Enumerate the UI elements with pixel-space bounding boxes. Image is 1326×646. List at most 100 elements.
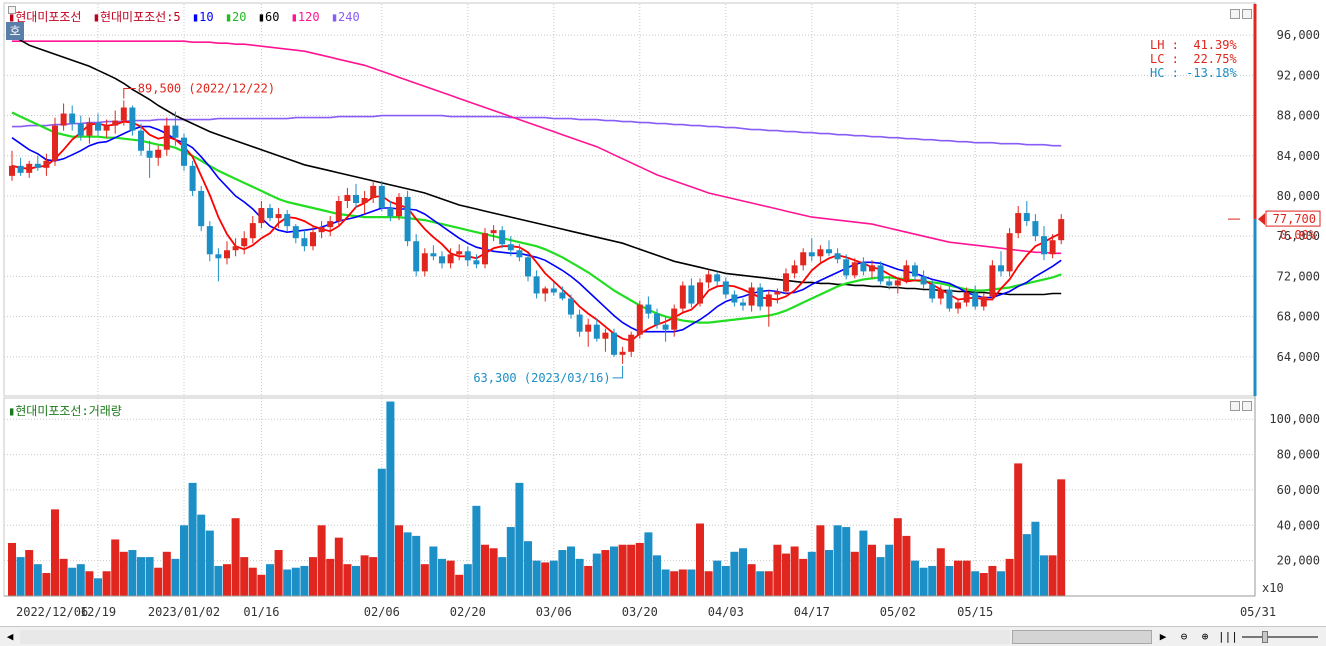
volume-bar (128, 550, 137, 596)
candle-body (722, 281, 729, 295)
candle-body (120, 107, 127, 121)
price-panel-minimize-button[interactable] (1230, 9, 1240, 19)
candle-body (705, 274, 712, 283)
candle (112, 110, 119, 134)
candle-body (421, 253, 428, 272)
candle (301, 230, 308, 252)
volume-bar (911, 560, 919, 596)
price-tick-label: 64,000 (1277, 350, 1320, 364)
ma60-legend[interactable]: ▮60 (257, 10, 280, 24)
date-tick-label: 05/31 (1240, 605, 1276, 619)
chart-scrollbar[interactable]: ◀ ▶ ⊖ ⊕ ||| (0, 626, 1326, 646)
ma20-legend[interactable]: ▮20 (224, 10, 247, 24)
candle-body (430, 253, 437, 257)
volume-bar (885, 544, 894, 596)
price-tick-label: 96,000 (1277, 28, 1320, 42)
volume-bar (807, 551, 816, 596)
scroll-right-icon[interactable]: ▶ (1159, 630, 1167, 643)
candle-body (353, 194, 359, 204)
candle (593, 318, 600, 342)
price-legend: ▮현대미포조선 ▮현대미포조선:5 ▮10 ▮20 ▮60 ▮120 ▮240 (8, 8, 364, 25)
candle-body (533, 276, 540, 294)
volume-bar (33, 564, 42, 596)
candle-body (972, 292, 979, 307)
volume-bar (782, 553, 790, 596)
candle (1023, 201, 1030, 227)
scroll-thumb[interactable] (1012, 630, 1152, 644)
date-tick-label: 05/15 (957, 605, 993, 619)
candle (843, 254, 850, 280)
corner-badge[interactable]: 호 (6, 22, 24, 40)
volume-bar (687, 569, 696, 596)
volume-bar (205, 530, 214, 596)
candle (1006, 228, 1013, 277)
candle-body (636, 304, 643, 335)
zoom-in-icon[interactable]: ⊕ (1201, 630, 1209, 643)
candle (52, 117, 58, 166)
candle-body (946, 289, 953, 309)
candle-body (26, 163, 33, 173)
volume-bar (197, 514, 206, 596)
candle (335, 195, 342, 227)
volume-bar (42, 573, 51, 596)
volume-bar (1031, 521, 1040, 596)
candle-body (980, 296, 987, 307)
volume-bar (541, 562, 550, 596)
candle (60, 103, 67, 131)
candle-body (593, 324, 600, 339)
volume-legend[interactable]: ▮현대미포조선:거래량 (8, 404, 122, 418)
volume-bar (326, 558, 335, 596)
ma120-legend[interactable]: ▮120 (290, 10, 320, 24)
volume-bar (429, 546, 438, 596)
candle (645, 296, 652, 319)
price-panel-close-button[interactable] (1242, 9, 1252, 19)
volume-panel-close-button[interactable] (1242, 401, 1252, 411)
volume-bar (584, 565, 593, 596)
candle-legend[interactable]: ▮현대미포조선:5 (92, 10, 181, 24)
candle-body (232, 246, 239, 251)
price-panel-menu-button[interactable] (8, 6, 16, 14)
ma10-legend[interactable]: ▮10 (191, 10, 214, 24)
candle (482, 228, 488, 269)
candle (920, 270, 927, 289)
candle-body (834, 253, 841, 260)
candle-body (275, 214, 282, 219)
ma240-legend[interactable]: ▮240 (330, 10, 360, 24)
candle (215, 248, 222, 282)
stock-name-legend[interactable]: ▮현대미포조선 (8, 10, 82, 24)
volume-bars (8, 401, 1066, 596)
volume-panel-minimize-button[interactable] (1230, 401, 1240, 411)
candle-body (172, 125, 179, 138)
candle-body (77, 123, 84, 136)
volume-bar (575, 558, 584, 596)
candle-body (490, 230, 497, 234)
stock-chart[interactable]: 96,000 92,000 88,000 84,000 80,000 76,000 72,0… (0, 0, 1326, 626)
zoom-out-icon[interactable]: ⊖ (1180, 630, 1188, 643)
volume-bar (971, 571, 980, 596)
candle (1058, 214, 1065, 245)
candle (69, 105, 76, 131)
bar-spacing-icon[interactable]: ||| (1218, 630, 1238, 643)
candle (439, 251, 445, 269)
volume-bar (291, 567, 300, 596)
candle (860, 257, 867, 276)
scroll-track[interactable] (20, 630, 1010, 644)
candle-body (576, 314, 583, 332)
zoom-slider[interactable] (1242, 636, 1318, 638)
candle (817, 245, 824, 265)
candle-body (447, 254, 454, 264)
candle-body (989, 265, 996, 297)
candle (654, 308, 660, 329)
scroll-left-icon[interactable]: ◀ (6, 630, 14, 643)
volume-bar (876, 557, 885, 596)
volume-bar (403, 532, 412, 596)
candle-body (301, 238, 308, 247)
date-tick-label: 03/06 (536, 605, 572, 619)
volume-bar (274, 550, 283, 596)
volume-bar (352, 565, 360, 596)
zoom-slider-handle[interactable] (1262, 631, 1268, 643)
candle (284, 210, 291, 232)
volume-bar (1057, 479, 1066, 596)
date-tick-label: 04/03 (708, 605, 744, 619)
ma120-line (12, 40, 1062, 255)
